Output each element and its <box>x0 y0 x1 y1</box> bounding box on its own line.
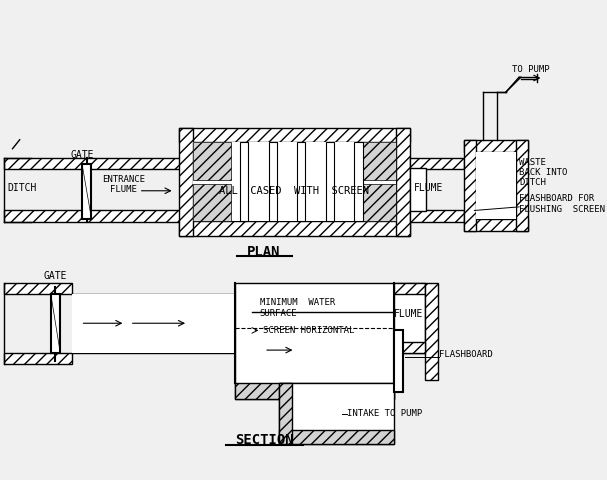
Bar <box>410 157 464 169</box>
Bar <box>410 168 426 211</box>
Bar <box>279 383 394 444</box>
Text: FLUME: FLUME <box>413 183 443 193</box>
Bar <box>83 164 91 219</box>
Bar <box>394 283 425 294</box>
Bar <box>234 383 394 399</box>
Bar <box>410 210 464 222</box>
Bar <box>464 140 528 152</box>
Bar <box>268 143 277 221</box>
Bar <box>297 143 305 221</box>
Text: TO PUMP: TO PUMP <box>512 65 549 74</box>
Bar <box>4 210 183 222</box>
Bar <box>394 283 425 353</box>
Bar <box>4 353 72 363</box>
Bar <box>358 143 396 180</box>
Bar <box>4 157 183 169</box>
Text: GATE: GATE <box>70 151 94 160</box>
Text: MINIMUM  WATER
SURFACE: MINIMUM WATER SURFACE <box>260 299 335 318</box>
Bar <box>234 283 394 399</box>
Bar <box>464 140 476 231</box>
Bar <box>194 143 231 180</box>
Text: FLASHBOARD FOR
FLUSHING  SCREEN: FLASHBOARD FOR FLUSHING SCREEN <box>519 194 605 214</box>
Bar <box>326 143 334 221</box>
Bar <box>279 430 394 444</box>
Text: FLUME: FLUME <box>395 309 424 319</box>
Bar <box>179 221 410 236</box>
Bar <box>464 218 528 231</box>
Text: FLASHBOARD: FLASHBOARD <box>439 350 492 359</box>
Bar <box>72 294 234 353</box>
Bar <box>354 143 362 221</box>
Bar <box>4 283 72 294</box>
Text: ALL  CASED  WITH  SCREEN: ALL CASED WITH SCREEN <box>219 186 368 196</box>
Bar <box>194 143 396 221</box>
Bar <box>425 283 438 380</box>
Text: INTAKE TO PUMP: INTAKE TO PUMP <box>347 409 422 418</box>
Text: WASTE
BACK INTO
DITCH: WASTE BACK INTO DITCH <box>519 157 568 188</box>
Bar <box>396 128 410 236</box>
Bar <box>279 383 292 444</box>
Text: SECTION: SECTION <box>235 432 293 446</box>
Bar <box>240 143 248 221</box>
Text: DITCH: DITCH <box>7 183 36 193</box>
Text: GATE: GATE <box>44 271 67 281</box>
Bar <box>358 184 396 221</box>
Text: ENTRANCE
FLUME: ENTRANCE FLUME <box>102 175 145 194</box>
Text: PLAN: PLAN <box>247 245 281 259</box>
Bar <box>179 128 410 143</box>
Bar <box>476 152 515 218</box>
Bar <box>394 329 403 392</box>
Bar <box>394 342 425 353</box>
Bar <box>51 294 60 353</box>
Bar <box>194 184 231 221</box>
Text: SCREEN HORIZONTAL: SCREEN HORIZONTAL <box>263 326 354 335</box>
Bar <box>515 140 528 231</box>
Bar <box>179 128 194 236</box>
